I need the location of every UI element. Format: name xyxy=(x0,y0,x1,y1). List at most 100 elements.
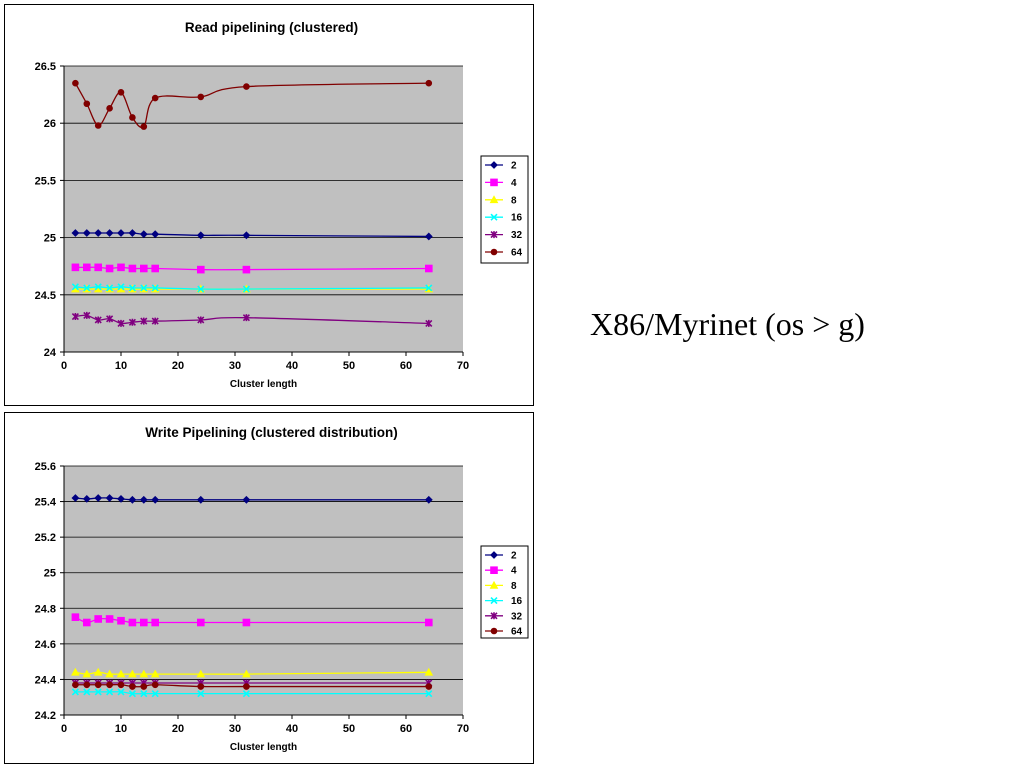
series-4 xyxy=(71,263,433,274)
legend-label: 64 xyxy=(511,248,523,259)
plot-area xyxy=(64,466,463,715)
legend-item-4: 4 xyxy=(485,178,517,189)
series-4-point xyxy=(83,263,91,272)
series-2-point xyxy=(196,231,205,240)
series-64-point xyxy=(72,681,79,689)
y-tick-label: 25.6 xyxy=(35,461,56,473)
series-16-point xyxy=(242,690,250,698)
legend-marker xyxy=(489,195,499,204)
y-tick-label: 25.4 xyxy=(35,497,57,509)
series-2-point xyxy=(117,494,125,503)
series-64 xyxy=(72,79,433,130)
y-tick-label: 25.2 xyxy=(35,532,56,544)
series-8-point xyxy=(116,669,126,678)
x-axis-label: Cluster length xyxy=(230,379,297,390)
series-16-line xyxy=(75,286,429,290)
series-32-line xyxy=(75,314,429,325)
series-2-point xyxy=(139,495,148,504)
series-2-point xyxy=(424,495,433,504)
series-8-point xyxy=(128,669,137,678)
series-4-point xyxy=(242,618,251,627)
series-64-point xyxy=(425,683,433,690)
series-2-point xyxy=(242,231,251,240)
legend-label: 32 xyxy=(511,611,523,622)
series-16 xyxy=(71,283,433,293)
series-64-point xyxy=(83,100,91,108)
series-16-point xyxy=(242,285,250,293)
series-2-point xyxy=(82,494,91,503)
write-pipelining-svg: Write Pipelining (clustered distribution… xyxy=(35,425,529,753)
series-64-point xyxy=(140,683,148,690)
series-32-point xyxy=(106,315,114,323)
series-16-point xyxy=(140,690,148,698)
series-2-point xyxy=(242,495,251,504)
series-16-point xyxy=(117,688,125,696)
series-64-point xyxy=(94,122,102,129)
series-32 xyxy=(71,311,433,327)
y-tick-label: 24.6 xyxy=(35,639,56,651)
read-pipelining-chart: Read pipelining (clustered) 24 24.5 25 25.5 2… xyxy=(4,4,534,406)
series-16-point xyxy=(106,688,114,696)
x-tick-label: 40 xyxy=(286,723,298,735)
series-64-point xyxy=(425,79,433,87)
read-pipelining-svg: Read pipelining (clustered)2424.52525.52… xyxy=(35,20,529,390)
x-tick-label: 0 xyxy=(61,723,67,735)
series-8-point xyxy=(82,669,92,678)
series-64-point xyxy=(129,114,136,121)
x-tick-label: 50 xyxy=(343,723,355,735)
legend-box xyxy=(480,155,529,264)
legend-item-16: 16 xyxy=(485,213,523,224)
series-64-point xyxy=(117,681,125,689)
legend-label: 64 xyxy=(511,627,523,638)
legend: 2 4 8 16 32 64 xyxy=(480,545,529,639)
series-4-point xyxy=(197,265,205,274)
series-32-point xyxy=(128,318,136,326)
series-4-point xyxy=(94,263,103,272)
series-4-point xyxy=(425,264,433,273)
series-8-point xyxy=(150,669,160,678)
series-32-point xyxy=(151,317,159,325)
series-4-point xyxy=(105,615,114,623)
series-64-point xyxy=(129,683,136,690)
series-64-point xyxy=(243,83,250,90)
legend-label: 2 xyxy=(511,551,517,562)
series-2-point xyxy=(105,494,114,502)
series-4-point xyxy=(242,265,251,274)
series-2-point xyxy=(128,495,137,504)
series-16-point xyxy=(140,284,148,292)
series-8-point xyxy=(105,669,114,678)
chart-title: Read pipelining (clustered) xyxy=(185,20,358,35)
legend-marker xyxy=(490,213,498,221)
series-4-point xyxy=(151,264,159,273)
legend-item-4: 4 xyxy=(485,566,517,577)
series-4-point xyxy=(197,618,205,627)
slide-title: X86/Myrinet (os > g) xyxy=(590,306,865,342)
series-16-point xyxy=(94,283,102,291)
series-16-point xyxy=(94,688,102,696)
x-tick-label: 60 xyxy=(400,360,412,372)
y-tick-label: 24.2 xyxy=(35,710,56,722)
series-32-point xyxy=(83,311,91,319)
series-8-point xyxy=(93,667,103,676)
series-16-point xyxy=(151,284,159,292)
series-4-point xyxy=(94,615,103,623)
series-4-point xyxy=(71,263,80,272)
series-32-point xyxy=(117,319,125,327)
y-tick-label: 25 xyxy=(44,233,56,245)
legend-marker xyxy=(490,231,498,239)
x-tick-label: 10 xyxy=(115,360,127,372)
series-8-point xyxy=(196,669,206,678)
series-16-point xyxy=(197,285,205,293)
legend-marker xyxy=(489,580,499,589)
series-8-point xyxy=(71,667,80,676)
series-16-point xyxy=(71,283,79,291)
legend-label: 4 xyxy=(511,566,517,577)
x-tick-label: 20 xyxy=(172,360,184,372)
series-64-point xyxy=(106,681,113,689)
series-16-line xyxy=(75,691,429,695)
series-16-point xyxy=(425,284,433,292)
series-2-point xyxy=(117,229,125,237)
series-8-point xyxy=(139,669,149,678)
series-4 xyxy=(71,613,433,627)
series-64-point xyxy=(197,683,205,690)
